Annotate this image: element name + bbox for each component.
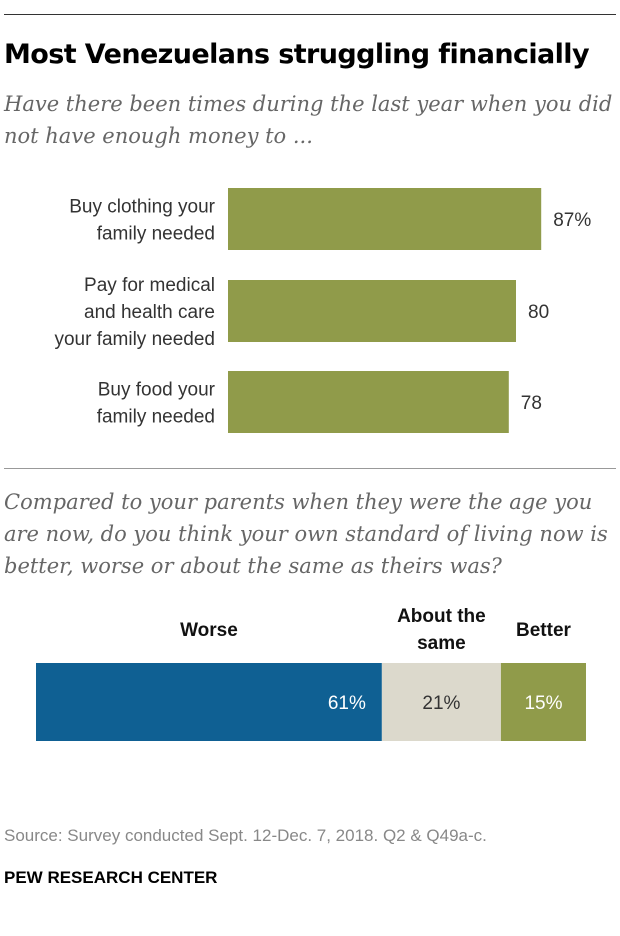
pew-research-logo: PEW RESEARCH CENTER: [4, 868, 218, 887]
category-label-2-1: family needed: [97, 407, 215, 428]
category-label-1-0: Pay for medical: [84, 275, 215, 296]
category-label-1-1: and health care: [84, 302, 215, 323]
segment-label-0-0: Worse: [180, 620, 238, 641]
category-label-0-0: Buy clothing your: [69, 197, 215, 218]
chart-title: Most Venezuelans struggling financially: [4, 39, 590, 70]
segment-0: [36, 663, 382, 741]
bar-value-label-2: 78: [521, 393, 542, 414]
bar-value-label-1: 80: [528, 302, 549, 323]
clothing-medical-food-bar-chart: 87% Buy clothing your family needed 80 Pay f…: [54, 188, 591, 433]
question-2: Compared to your parents when they were …: [4, 490, 608, 578]
section-divider: [4, 468, 616, 469]
bar-1: [228, 280, 516, 342]
bar-value-label-0: 87%: [553, 210, 591, 231]
source-note: Source: Survey conducted Sept. 12-Dec. 7…: [4, 826, 487, 845]
standard-of-living-stacked-bar: 61% Worse 21% About the same 15% Better: [36, 606, 586, 741]
category-label-1-2: your family needed: [54, 329, 215, 350]
segment-label-1-1: same: [417, 633, 466, 654]
segment-value-0: 61%: [328, 693, 366, 714]
segment-value-2: 15%: [524, 693, 562, 714]
segment-label-2-0: Better: [516, 620, 572, 641]
segment-value-1: 21%: [422, 693, 460, 714]
category-label-0-1: family needed: [97, 224, 215, 245]
bar-2: [228, 371, 509, 433]
bar-0: [228, 188, 542, 250]
top-rule: [4, 14, 616, 15]
segment-2: [500, 663, 586, 741]
category-label-2-0: Buy food your: [98, 380, 216, 401]
question-1: Have there been times during the last ye…: [4, 92, 613, 148]
segment-1: [381, 663, 501, 741]
segment-label-1-0: About the: [397, 606, 486, 627]
